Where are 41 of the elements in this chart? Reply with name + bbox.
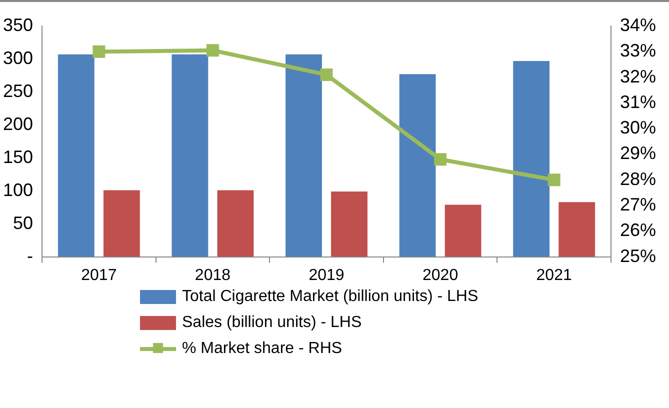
- x-tick-label: 2018: [194, 266, 231, 284]
- y-tick-label: 300: [2, 48, 34, 68]
- x-tick-label: 2019: [308, 266, 344, 284]
- y2-tick-label: 29%: [620, 143, 656, 164]
- y2-tick-label: 26%: [620, 220, 656, 240]
- y-tick-label: 250: [2, 80, 34, 101]
- x-tick-label: 2021: [536, 266, 572, 284]
- bar: [331, 192, 368, 257]
- bar: [513, 60, 550, 257]
- point: [320, 68, 333, 81]
- bar: [558, 202, 596, 257]
- bar: [103, 190, 140, 257]
- y2-tick-label: 30%: [620, 118, 656, 138]
- y-tick-label: 100: [2, 180, 34, 200]
- point: [548, 174, 560, 186]
- y-tick-label: 150: [2, 146, 34, 167]
- x-tick-label: 2017: [81, 266, 117, 284]
- legend-label: Total Cigarette Market (billion units) - LHS: [182, 288, 478, 306]
- point: [434, 153, 447, 166]
- y2-tick-label: 25%: [620, 246, 656, 266]
- y2-tick-label: 32%: [620, 66, 656, 86]
- bar: [217, 190, 254, 257]
- y-tick-label: 350: [2, 14, 34, 35]
- y2-tick-label: 31%: [620, 92, 656, 112]
- x-tick-label: 2020: [422, 266, 458, 284]
- y-tick-label: -: [27, 246, 34, 266]
- y2-tick-label: 34%: [620, 14, 656, 35]
- y-tick-label: 200: [2, 114, 34, 134]
- legend-label: % Market share - RHS: [182, 340, 342, 358]
- bar: [286, 54, 322, 257]
- bar: [399, 74, 436, 257]
- y2-tick-label: 27%: [620, 194, 656, 214]
- y-tick-label: 50: [13, 212, 34, 233]
- point: [92, 45, 106, 58]
- y2-tick-label: 33%: [620, 40, 656, 61]
- bar: [172, 54, 208, 257]
- legend-label: Sales (billion units) - LHS: [182, 314, 362, 332]
- bar: [58, 54, 94, 257]
- point: [206, 44, 219, 57]
- bar: [444, 204, 482, 257]
- y2-tick-label: 28%: [620, 168, 656, 189]
